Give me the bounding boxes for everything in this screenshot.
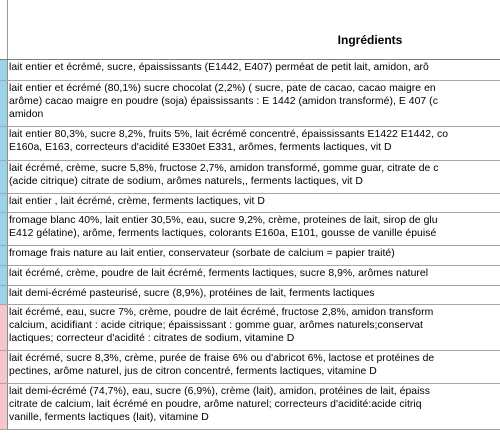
ingredient-line: lait entier , lait écrémé, crème, fermen… [9,196,265,207]
row-stripe [0,127,8,160]
table-row[interactable]: lait entier et écrémé, sucre, épaississa… [0,60,500,81]
ingredient-cell[interactable]: lait écrémé, eau, sucre 7%, crème, poudr… [9,306,500,345]
ingredient-line: lait entier et écrémé (80,1%) sucre choc… [9,83,436,94]
ingredient-line: citrate de calcium, lait écrémé en poudr… [9,399,422,410]
ingredient-cell[interactable]: lait entier et écrémé, sucre, épaississa… [9,61,500,74]
ingredient-line: calcium, acidifiant : acide citrique; ép… [9,320,423,331]
ingredient-line: lait écrémé, eau, sucre 7%, crème, poudr… [9,307,434,318]
row-stripe [0,81,8,126]
table-row[interactable]: lait demi-écrémé pasteurisé, sucre (8,9%… [0,286,500,305]
ingredient-cell[interactable]: lait écrémé, crème, poudre de lait écrém… [9,267,500,280]
table-row[interactable]: fromage frais nature au lait entier, con… [0,246,500,266]
header-stripe [0,0,8,59]
row-stripe [0,305,8,350]
row-stripe [0,351,8,383]
ingredient-line: fromage blanc 40%, lait entier 30,5%, ea… [9,215,438,226]
table-row[interactable]: lait écrémé, crème, poudre de lait écrém… [0,266,500,286]
ingredient-cell[interactable]: lait entier 80,3%, sucre 8,2%, fruits 5%… [9,128,500,154]
ingredient-line: lait écrémé, sucre 8,3%, crème, purée de… [9,353,435,364]
table-row[interactable]: lait écrémé, crème, sucre 5,8%, fructose… [0,161,500,194]
ingredient-cell[interactable]: lait entier , lait écrémé, crème, fermen… [9,195,500,208]
table-row[interactable]: lait écrémé, sucre 8,3%, crème, purée de… [0,351,500,384]
row-stripe [0,286,8,304]
ingredient-line: lait demi-écrémé pasteurisé, sucre (8,9%… [9,288,375,299]
ingredient-line: lait entier 80,3%, sucre 8,2%, fruits 5%… [9,129,449,140]
ingredient-line: pectines, arôme naturel, jus de citron c… [9,366,377,377]
ingredient-line: (acide citrique) citrate de sodium, arôm… [9,176,363,187]
row-stripe [0,384,8,429]
ingredient-rows: lait entier et écrémé, sucre, épaississa… [0,60,500,430]
ingredient-cell[interactable]: lait entier et écrémé (80,1%) sucre choc… [9,82,500,121]
table-row[interactable]: lait entier 80,3%, sucre 8,2%, fruits 5%… [0,127,500,161]
ingredient-cell[interactable]: lait écrémé, sucre 8,3%, crème, purée de… [9,352,500,378]
ingredient-line: lait écrémé, crème, poudre de lait écrém… [9,268,429,279]
ingredient-cell[interactable]: lait écrémé, crème, sucre 5,8%, fructose… [9,162,500,188]
table-row[interactable]: lait écrémé, eau, sucre 7%, crème, poudr… [0,305,500,351]
row-stripe [0,266,8,285]
table-row[interactable]: fromage blanc 40%, lait entier 30,5%, ea… [0,213,500,246]
ingredient-cell[interactable]: lait demi-écrémé pasteurisé, sucre (8,9%… [9,287,500,300]
ingredient-line: amidon [9,109,44,120]
ingredient-line: lait écrémé, crème, sucre 5,8%, fructose… [9,163,439,174]
ingredient-line: vanille, ferments lactiques (lait), vita… [9,412,209,423]
ingredient-line: E160a, E163, correcteurs d'acidité E330e… [9,142,392,153]
ingredient-cell[interactable]: fromage frais nature au lait entier, con… [9,247,500,260]
ingredients-header: Ingrédients [337,33,403,47]
ingredient-line: E412 gélatine), arôme, ferments lactique… [9,228,437,239]
ingredient-line: lait entier et écrémé, sucre, épaississa… [9,62,429,73]
ingredient-line: lait demi-écrémé (74,7%), eau, sucre (6,… [9,386,430,397]
ingredient-cell[interactable]: lait demi-écrémé (74,7%), eau, sucre (6,… [9,385,500,424]
row-stripe [0,194,8,212]
ingredient-cell[interactable]: fromage blanc 40%, lait entier 30,5%, ea… [9,214,500,240]
ingredient-line: arôme) cacao maigre en poudre (soja) épa… [9,96,438,107]
table-row[interactable]: lait demi-écrémé (74,7%), eau, sucre (6,… [0,384,500,430]
row-stripe [0,246,8,265]
row-stripe [0,60,8,80]
ingredient-line: lactiques; correcteur d'acidité : citrat… [9,333,295,344]
row-stripe [0,161,8,193]
table-row[interactable]: lait entier , lait écrémé, crème, fermen… [0,194,500,213]
ingredient-line: fromage frais nature au lait entier, con… [9,248,395,259]
table-row[interactable]: lait entier et écrémé (80,1%) sucre choc… [0,81,500,127]
row-stripe [0,213,8,245]
column-header[interactable]: Ingrédients [0,0,500,60]
